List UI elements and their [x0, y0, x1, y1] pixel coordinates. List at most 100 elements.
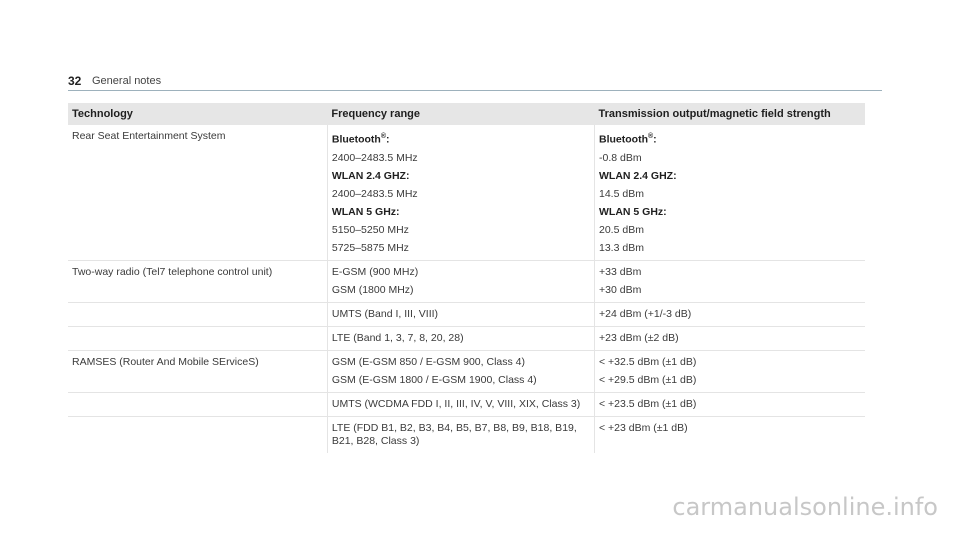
- footer-area: carmanualsonline.info: [0, 458, 960, 533]
- frequency-cell: E-GSM (900 MHz) GSM (1800 MHz): [326, 259, 595, 302]
- frequency-cell: UMTS (Band I, III, VIII): [326, 301, 595, 326]
- line-text: 2400–2483.5 MHz: [331, 151, 418, 164]
- value-line: 14.5 dBm: [599, 188, 861, 201]
- frequency-cell: Bluetooth®: 2400–2483.5 MHz WLAN 2.4 GHZ: 2…: [326, 125, 595, 260]
- sub-heading: WLAN 2.4 GHZ:: [332, 170, 590, 183]
- sub-heading: Bluetooth®:: [332, 130, 590, 147]
- line-suffix: :: [653, 133, 657, 146]
- value-line: 5725–5875 MHz: [332, 242, 590, 255]
- output-cell: +33 dBm +30 dBm: [594, 259, 865, 302]
- output-cell: +24 dBm (+1/-3 dB): [594, 301, 865, 326]
- value-line: GSM (E-GSM 1800 / E-GSM 1900, Class 4): [332, 374, 590, 387]
- value-line: UMTS (WCDMA FDD I, II, III, IV, V, VIII,…: [332, 398, 590, 411]
- value-line: < +32.5 dBm (±1 dB): [599, 356, 861, 369]
- output-cell: +23 dBm (±2 dB): [594, 325, 865, 350]
- technology-cell: [68, 391, 328, 416]
- line-text: LTE (FDD B1, B2, B3, B4, B5, B7, B8, B9,…: [331, 421, 577, 447]
- frequency-cell: LTE (Band 1, 3, 7, 8, 20, 28): [326, 325, 595, 350]
- value-line: < +23 dBm (±1 dB): [599, 422, 861, 435]
- table-row: UMTS (Band I, III, VIII) +24 dBm (+1/-3 d…: [68, 301, 865, 326]
- line-text: < +23 dBm (±1 dB): [599, 421, 688, 434]
- value-line: E-GSM (900 MHz): [332, 266, 590, 279]
- technology-cell: [68, 325, 328, 350]
- line-text: 5150–5250 MHz: [331, 223, 409, 236]
- frequency-cell: UMTS (WCDMA FDD I, II, III, IV, V, VIII,…: [326, 391, 595, 416]
- line-text: WLAN 5 GHz:: [331, 205, 400, 218]
- value-line: 13.3 dBm: [599, 242, 861, 255]
- line-text: GSM (E-GSM 1800 / E-GSM 1900, Class 4): [331, 373, 537, 386]
- output-cell: Bluetooth®: -0.8 dBm WLAN 2.4 GHZ: 14.5 dBm…: [594, 125, 865, 260]
- value-line: 2400–2483.5 MHz: [332, 188, 590, 201]
- section-title: General notes: [92, 75, 162, 87]
- line-text: WLAN 5 GHz:: [599, 205, 667, 218]
- technology-cell: Rear Seat Entertainment System: [72, 130, 226, 142]
- table-body: Rear Seat Entertainment System Bluetooth®…: [68, 125, 865, 453]
- line-text: GSM (E-GSM 850 / E-GSM 900, Class 4): [331, 355, 525, 368]
- table-row: UMTS (WCDMA FDD I, II, III, IV, V, VIII,…: [68, 391, 865, 416]
- value-line: +30 dBm: [599, 284, 861, 297]
- page-number: 32: [68, 74, 82, 88]
- line-text: 14.5 dBm: [599, 187, 644, 200]
- table-row: Two-way radio (Tel7 telephone control un…: [68, 259, 865, 302]
- value-line: GSM (E-GSM 850 / E-GSM 900, Class 4): [332, 356, 590, 369]
- line-suffix: :: [386, 133, 390, 146]
- line-text: 5725–5875 MHz: [331, 241, 409, 254]
- line-text: < +29.5 dBm (±1 dB): [599, 373, 697, 386]
- line-text: UMTS (Band I, III, VIII): [331, 307, 439, 320]
- sub-heading: WLAN 5 GHz:: [599, 206, 861, 219]
- technology-cell: RAMSES (Router And Mobile SErviceS): [68, 349, 328, 392]
- watermark: carmanualsonline.info: [672, 493, 938, 521]
- sub-heading: WLAN 5 GHz:: [332, 206, 590, 219]
- line-text: WLAN 2.4 GHZ:: [331, 169, 410, 182]
- radio-spec-table: Technology Frequency range Transmission …: [68, 103, 865, 453]
- value-line: LTE (Band 1, 3, 7, 8, 20, 28): [332, 332, 590, 345]
- frequency-cell: LTE (FDD B1, B2, B3, B4, B5, B7, B8, B9,…: [326, 415, 595, 453]
- value-line: GSM (1800 MHz): [332, 284, 590, 297]
- line-text: 2400–2483.5 MHz: [331, 187, 418, 200]
- value-line: 5150–5250 MHz: [332, 224, 590, 237]
- line-text: GSM (1800 MHz): [331, 283, 414, 296]
- column-header-technology: Technology: [68, 103, 328, 125]
- output-cell: < +32.5 dBm (±1 dB) < +29.5 dBm (±1 dB): [594, 349, 865, 392]
- line-text: +30 dBm: [599, 283, 642, 296]
- page-header: 32 General notes: [68, 72, 882, 91]
- line-text: < +23.5 dBm (±1 dB): [599, 397, 697, 410]
- line-text: +24 dBm (+1/-3 dB): [599, 307, 692, 320]
- value-line: -0.8 dBm: [599, 152, 861, 165]
- technology-cell: [68, 301, 328, 326]
- line-text: Bluetooth: [599, 133, 648, 146]
- value-line: +24 dBm (+1/-3 dB): [599, 308, 861, 321]
- line-text: LTE (Band 1, 3, 7, 8, 20, 28): [331, 331, 464, 344]
- value-line: < +23.5 dBm (±1 dB): [599, 398, 861, 411]
- table-row: LTE (FDD B1, B2, B3, B4, B5, B7, B8, B9,…: [68, 415, 865, 453]
- table-row: RAMSES (Router And Mobile SErviceS) GSM (…: [68, 349, 865, 392]
- table-header-row: Technology Frequency range Transmission …: [68, 103, 865, 125]
- line-text: +33 dBm: [599, 265, 642, 278]
- registered-mark: ®: [380, 133, 387, 140]
- sub-heading: Bluetooth®:: [599, 130, 861, 147]
- line-text: E-GSM (900 MHz): [331, 265, 419, 278]
- value-line: +23 dBm (±2 dB): [599, 332, 861, 345]
- output-cell: < +23 dBm (±1 dB): [594, 415, 865, 453]
- line-text: 20.5 dBm: [599, 223, 644, 236]
- line-text: WLAN 2.4 GHZ:: [599, 169, 677, 182]
- line-text: Bluetooth: [331, 133, 381, 146]
- technology-cell: [68, 415, 328, 453]
- value-line: < +29.5 dBm (±1 dB): [599, 374, 861, 387]
- table-row: Rear Seat Entertainment System Bluetooth®…: [68, 125, 865, 260]
- value-line: UMTS (Band I, III, VIII): [332, 308, 590, 321]
- column-header-frequency: Frequency range: [327, 103, 595, 125]
- value-line: +33 dBm: [599, 266, 861, 279]
- output-cell: < +23.5 dBm (±1 dB): [594, 391, 865, 416]
- line-text: UMTS (WCDMA FDD I, II, III, IV, V, VIII,…: [331, 397, 581, 410]
- line-text: -0.8 dBm: [599, 151, 642, 164]
- technology-cell: Two-way radio (Tel7 telephone control un…: [68, 259, 328, 302]
- value-line: 20.5 dBm: [599, 224, 861, 237]
- column-header-output: Transmission output/magnetic field stren…: [594, 103, 865, 125]
- registered-mark: ®: [648, 133, 654, 140]
- line-text: +23 dBm (±2 dB): [599, 331, 679, 344]
- frequency-cell: GSM (E-GSM 850 / E-GSM 900, Class 4) GSM …: [326, 349, 595, 392]
- line-text: 13.3 dBm: [599, 241, 644, 254]
- line-text: < +32.5 dBm (±1 dB): [599, 355, 697, 368]
- value-line: LTE (FDD B1, B2, B3, B4, B5, B7, B8, B9,…: [332, 422, 590, 448]
